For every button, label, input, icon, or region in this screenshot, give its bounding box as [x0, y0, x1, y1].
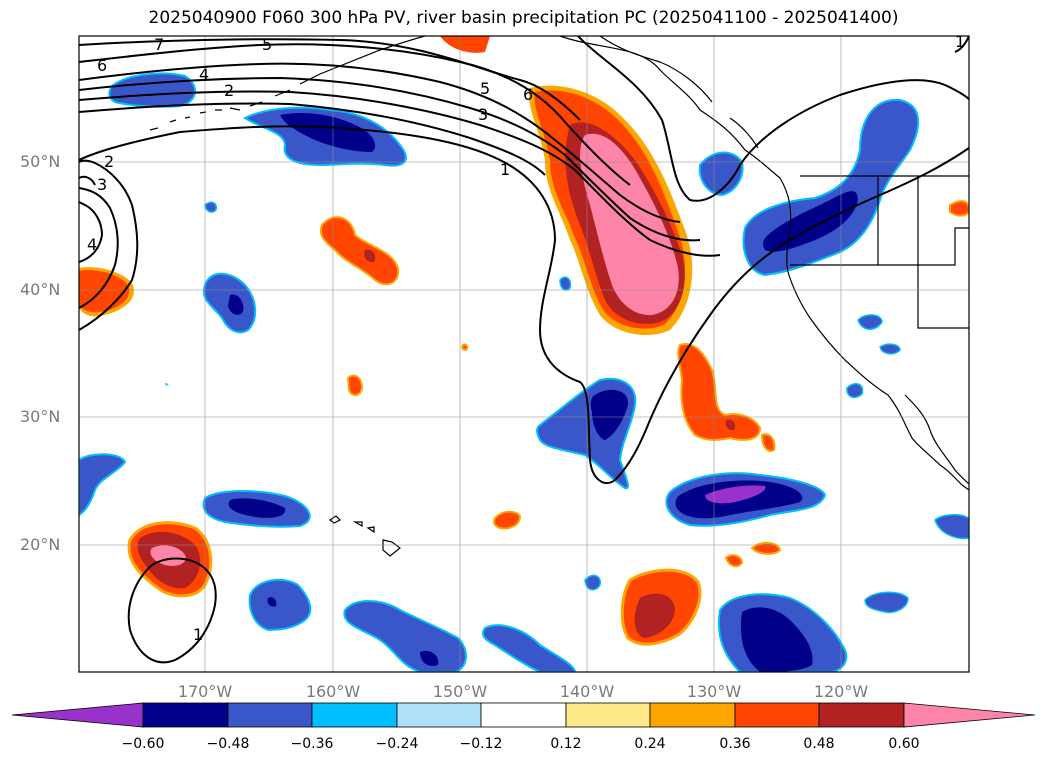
colorbar-tick-label: −0.36 [290, 736, 334, 752]
map-frame [78, 35, 970, 673]
map-title: 2025040900 F060 300 hPa PV, river basin … [148, 8, 899, 28]
colorbar-segment [480, 702, 567, 728]
colorbar-tick-label: −0.48 [206, 736, 250, 752]
colorbar-extend-high [903, 702, 1036, 728]
colorbar-tick-label: 0.24 [634, 736, 666, 752]
colorbar-tick-label: 0.60 [888, 736, 920, 752]
contour-label: 1 [193, 625, 203, 644]
colorbar-segment [311, 702, 398, 728]
colorbar-tick-label: −0.60 [121, 736, 165, 752]
contour-label: 2 [104, 152, 114, 171]
map-background [79, 36, 969, 672]
lon-label-160w: 160°W [305, 682, 361, 701]
lat-label-40n: 40°N [20, 280, 61, 299]
lon-label-120w: 120°W [813, 682, 869, 701]
colorbar-segment [142, 702, 229, 728]
contour-label: 1 [955, 32, 965, 51]
colorbar-segment [227, 702, 313, 728]
contour-label: 6 [523, 85, 533, 104]
lon-label-170w: 170°W [177, 682, 233, 701]
lat-label-50n: 50°N [20, 152, 61, 171]
colorbar-tick-label: −0.24 [375, 736, 419, 752]
contour-label: 5 [480, 79, 490, 98]
contour-label: 1 [500, 160, 510, 179]
contour-label: 2 [224, 81, 234, 100]
contour-label: 4 [199, 65, 209, 84]
contour-label: 4 [87, 235, 97, 254]
gridlines [79, 36, 969, 672]
lon-label-130w: 130°W [686, 682, 742, 701]
lat-label-30n: 30°N [20, 407, 61, 426]
contour-label: 5 [262, 35, 272, 54]
colorbar-segment [565, 702, 651, 728]
lon-label-140w: 140°W [559, 682, 615, 701]
lat-label-20n: 20°N [20, 535, 61, 554]
coastlines [149, 36, 969, 557]
contour-label: 7 [154, 35, 164, 54]
colorbar-segment [734, 702, 820, 728]
contour-label: 3 [97, 175, 107, 194]
colorbar-tick-label: 0.12 [550, 736, 582, 752]
colorbar-extend-low [11, 702, 144, 728]
colorbar-segment [649, 702, 736, 728]
colorbar-tick-label: 0.36 [719, 736, 751, 752]
lon-label-150w: 150°W [432, 682, 488, 701]
pv-contours [79, 36, 969, 664]
contour-label: 6 [97, 56, 107, 75]
colorbar [11, 702, 1036, 728]
colorbar-segment [818, 702, 905, 728]
colorbar-segment [396, 702, 482, 728]
colorbar-tick-label: 0.48 [803, 736, 835, 752]
contour-label: 3 [478, 105, 488, 124]
contour-labels: 7 6 5 4 3 2 1 2 3 4 5 6 1 1 [87, 32, 965, 644]
colorbar-tick-label: −0.12 [459, 736, 503, 752]
positive-anomaly-regions [79, 200, 969, 646]
